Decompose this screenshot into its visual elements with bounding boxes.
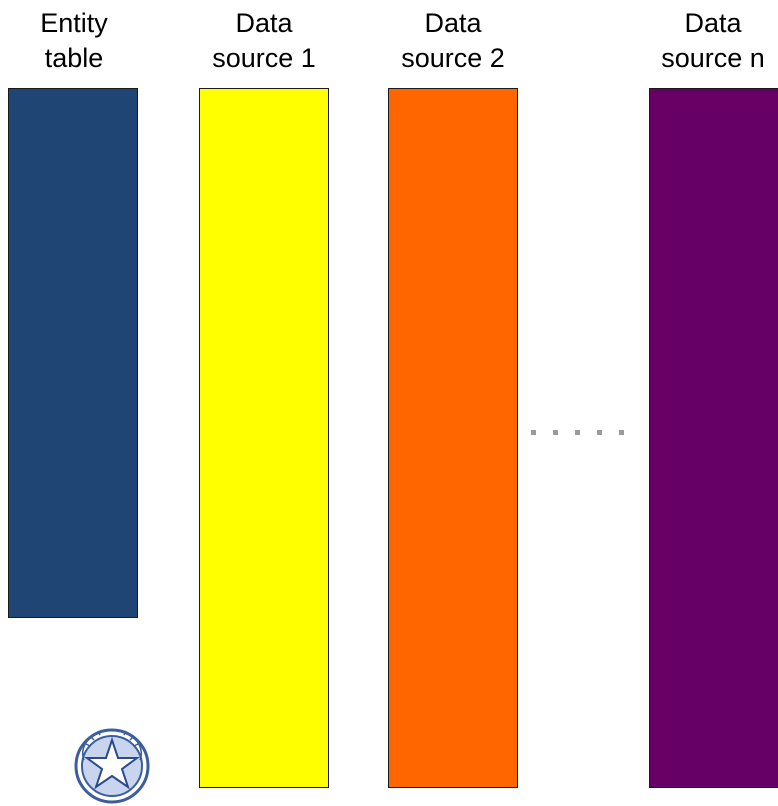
star-emblem-icon <box>74 728 150 804</box>
data-source-1-bar <box>199 88 329 788</box>
entity-table-label-line1: Entity <box>40 8 108 38</box>
data-source-n-label-line1: Data <box>684 8 742 38</box>
entity-table-label: Entity table <box>10 6 138 76</box>
data-source-2-label: Data source 2 <box>388 6 518 76</box>
data-source-1-label-line1: Data <box>235 8 293 38</box>
entity-table-bar <box>8 88 138 618</box>
dotted-ellipsis-icon <box>531 430 626 436</box>
data-source-1-label: Data source 1 <box>199 6 329 76</box>
data-source-2-label-line1: Data <box>424 8 482 38</box>
data-source-n-label: Data source n <box>643 6 778 76</box>
data-source-n-label-line2: source n <box>661 43 765 73</box>
data-source-n-bar <box>649 88 778 788</box>
data-source-1-label-line2: source 1 <box>212 43 316 73</box>
data-source-2-bar <box>388 88 518 788</box>
data-source-2-label-line2: source 2 <box>401 43 505 73</box>
entity-table-label-line2: table <box>44 43 104 73</box>
